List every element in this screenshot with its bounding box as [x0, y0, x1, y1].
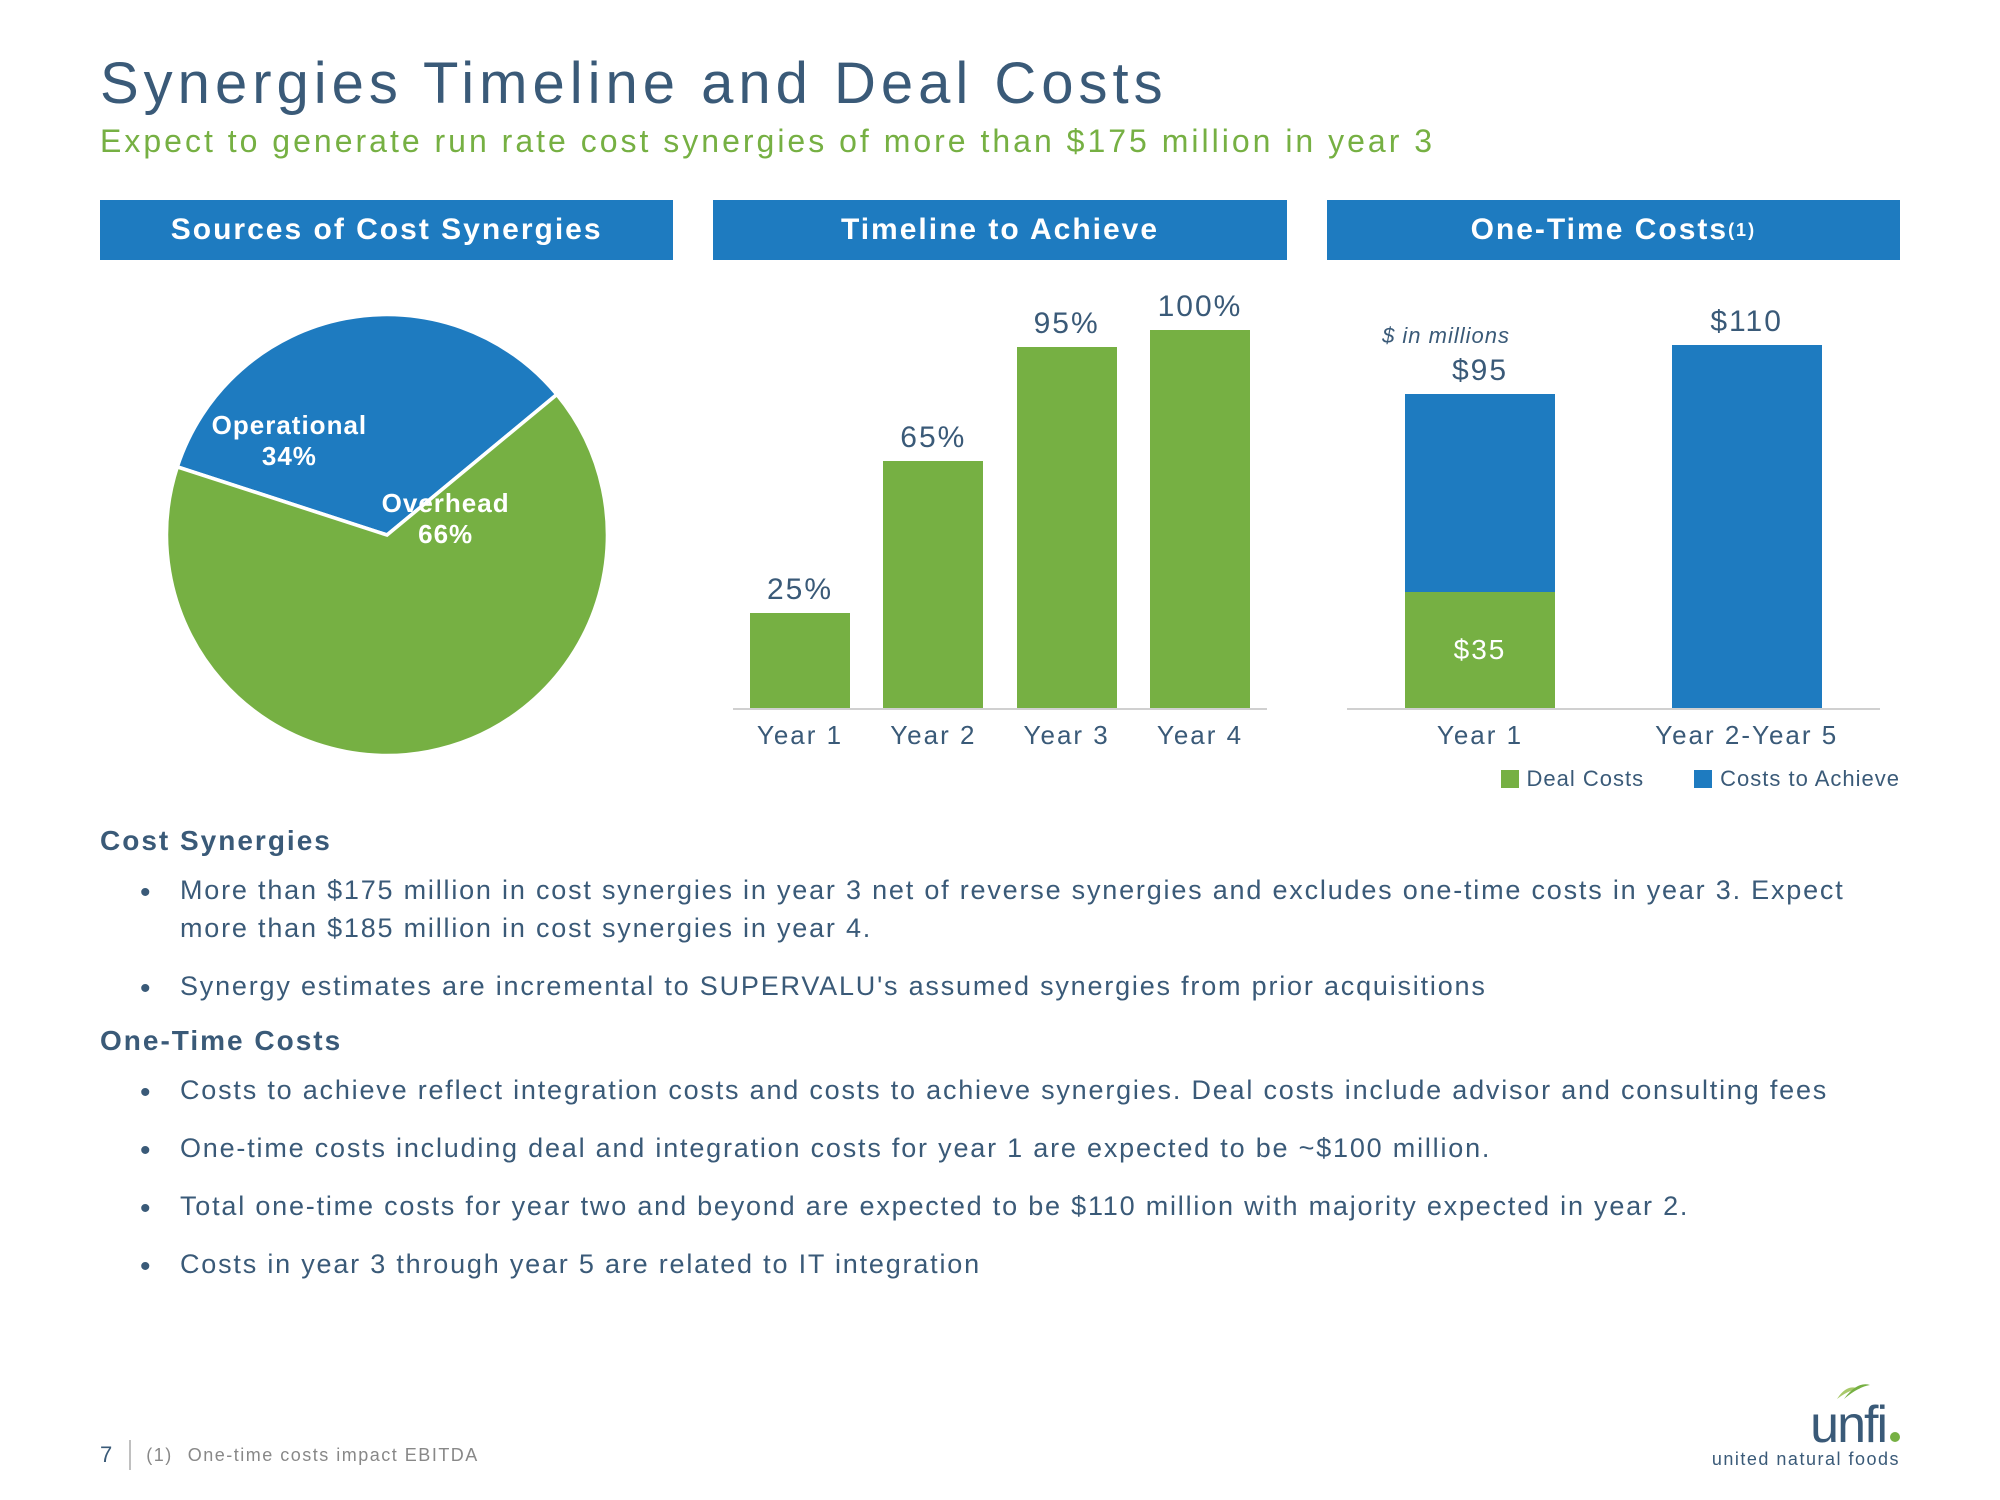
footnote-ref: (1) [146, 1445, 173, 1466]
bullet-item: Costs to achieve reflect integration cos… [140, 1072, 1900, 1110]
panel-header-row: Sources of Cost Synergies Timeline to Ac… [100, 200, 1900, 260]
footnote-text: One-time costs impact EBITDA [188, 1445, 479, 1466]
leaf-icon [1832, 1381, 1872, 1401]
legend-item: Deal Costs [1501, 766, 1645, 792]
bullet-item: Costs in year 3 through year 5 are relat… [140, 1246, 1900, 1284]
subtitle: Expect to generate run rate cost synergi… [100, 123, 1900, 160]
timeline-bars: 25% 65% 95% 100% [733, 290, 1266, 708]
timeline-x-labels: Year 1 Year 2 Year 3 Year 4 [733, 720, 1266, 751]
bar-value-label: 95% [1034, 307, 1100, 341]
panel-header-timeline: Timeline to Achieve [713, 200, 1286, 260]
panel-header-onetime-sup: (1) [1728, 220, 1756, 241]
timeline-chart-col: 25% 65% 95% 100% Year 1 Year 2 Year 3 Year 4 [713, 290, 1286, 790]
panel-header-onetime: One-Time Costs(1) [1327, 200, 1900, 260]
onetime-bar: $95 $35 [1405, 290, 1555, 708]
legend-swatch [1501, 770, 1519, 788]
pie-label-overhead-text: Overhead [382, 488, 510, 519]
section-cost-synergies-label: Cost Synergies [100, 825, 1900, 857]
panel-header-sources: Sources of Cost Synergies [100, 200, 673, 260]
pie-label-operational-text: Operational [212, 410, 367, 441]
footer: 7 (1) One-time costs impact EBITDA unfi … [100, 1395, 1900, 1470]
bar [1017, 347, 1117, 708]
timeline-bar: 25% [750, 290, 850, 708]
section-onetime-label: One-Time Costs [100, 1025, 1900, 1057]
bar-value-label: $110 [1710, 305, 1783, 339]
page-title: Synergies Timeline and Deal Costs [100, 50, 1900, 117]
x-axis-label: Year 1 [1347, 720, 1614, 751]
panel-header-onetime-label: One-Time Costs [1471, 213, 1729, 247]
bar-stack: $35 [1405, 394, 1555, 708]
pie-chart: Operational 34% Overhead 66% [162, 310, 612, 760]
pie-label-operational-pct: 34% [212, 441, 367, 472]
stack-segment [1672, 345, 1822, 708]
bar [883, 461, 983, 708]
onetime-chart-col: $95 $35 $110 Year 1Year 2-Year 5 Deal Cost… [1327, 290, 1900, 790]
cost-synergies-bullets: More than $175 million in cost synergies… [140, 872, 1900, 1005]
page-number: 7 [100, 1442, 114, 1468]
timeline-bar: 100% [1150, 290, 1250, 708]
x-axis-label: Year 2-Year 5 [1613, 720, 1880, 751]
pie-label-overhead: Overhead 66% [382, 488, 510, 550]
stack-segment [1405, 394, 1555, 592]
bar [1150, 330, 1250, 708]
onetime-bars: $95 $35 $110 [1347, 290, 1880, 708]
bar-value-label: 100% [1158, 290, 1243, 324]
onetime-bullets: Costs to achieve reflect integration cos… [140, 1072, 1900, 1283]
pie-label-operational: Operational 34% [212, 410, 367, 472]
x-axis-label: Year 3 [1024, 720, 1110, 751]
x-axis-label: Year 4 [1157, 720, 1243, 751]
x-axis-label: Year 1 [757, 720, 843, 751]
timeline-bar: 95% [1017, 290, 1117, 708]
onetime-legend: Deal Costs Costs to Achieve [1327, 766, 1900, 792]
stack-segment: $35 [1405, 592, 1555, 708]
logo-word: unfi [1810, 1396, 1886, 1454]
x-axis-label: Year 2 [890, 720, 976, 751]
legend-swatch [1694, 770, 1712, 788]
footer-divider [129, 1440, 131, 1470]
charts-row: Operational 34% Overhead 66% 25% 65% 95% 10… [100, 290, 1900, 790]
logo-text: unfi [1810, 1395, 1900, 1455]
bullet-item: One-time costs including deal and integr… [140, 1130, 1900, 1168]
bar-stack [1672, 345, 1822, 708]
legend-label: Costs to Achieve [1720, 766, 1900, 792]
footer-left: 7 (1) One-time costs impact EBITDA [100, 1440, 479, 1470]
onetime-bar-area: $95 $35 $110 [1347, 290, 1880, 710]
timeline-bar-area: 25% 65% 95% 100% [733, 290, 1266, 710]
bar-value-label: 65% [900, 421, 966, 455]
legend-label: Deal Costs [1527, 766, 1645, 792]
bullet-item: Total one-time costs for year two and be… [140, 1188, 1900, 1226]
bar [750, 613, 850, 708]
bar-value-label: $95 [1452, 354, 1508, 388]
bullet-item: Synergy estimates are incremental to SUP… [140, 968, 1900, 1006]
bar-value-label: 25% [767, 573, 833, 607]
timeline-bar: 65% [883, 290, 983, 708]
pie-label-overhead-pct: 66% [382, 519, 510, 550]
onetime-bar: $110 [1672, 290, 1822, 708]
onetime-x-labels: Year 1Year 2-Year 5 [1347, 720, 1880, 751]
bullet-item: More than $175 million in cost synergies… [140, 872, 1900, 948]
legend-item: Costs to Achieve [1694, 766, 1900, 792]
stack-segment-label: $35 [1454, 634, 1507, 666]
logo-dot-icon [1890, 1432, 1900, 1442]
pie-chart-col: Operational 34% Overhead 66% [100, 290, 673, 790]
logo: unfi united natural foods [1712, 1395, 1900, 1470]
